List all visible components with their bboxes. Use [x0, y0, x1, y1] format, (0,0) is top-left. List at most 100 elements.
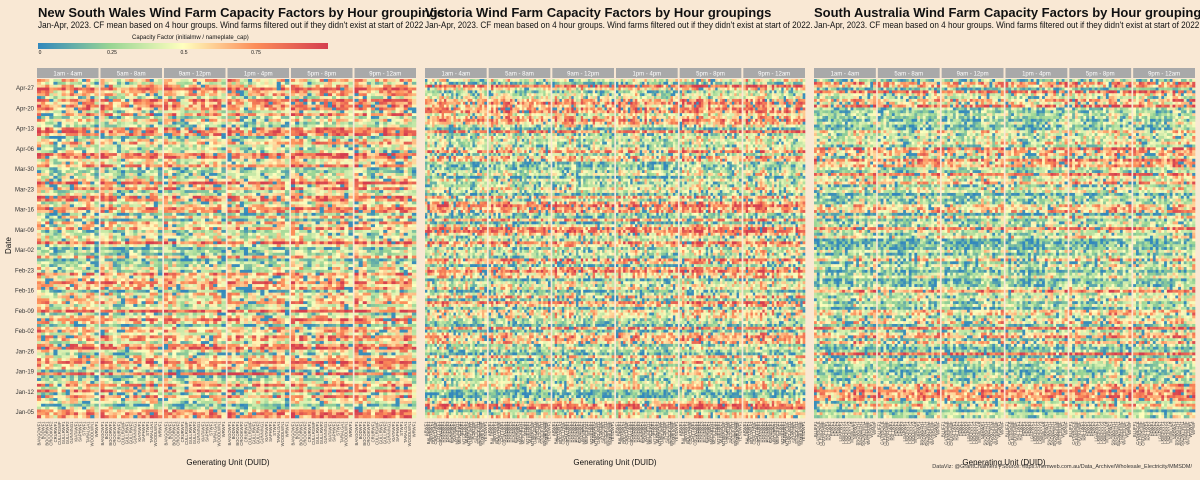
heatmap-cell [49, 119, 53, 122]
heatmap-cell [74, 125, 78, 128]
heatmap-cell [82, 298, 86, 301]
heatmap-cell [94, 273, 98, 276]
heatmap-cell [58, 338, 62, 341]
heatmap-cell [62, 378, 66, 381]
heatmap-cell [86, 147, 90, 150]
heatmap-cell [82, 293, 86, 296]
heatmap-cell [82, 290, 86, 293]
heatmap-cell [62, 170, 66, 173]
heatmap-cell [70, 310, 74, 313]
heatmap-cell [70, 341, 74, 344]
heatmap-cell [62, 344, 66, 347]
heatmap-cell [37, 355, 41, 358]
heatmap-cell [58, 190, 62, 193]
heatmap-cell [45, 190, 49, 193]
heatmap-cell [90, 125, 94, 128]
heatmap-cell [90, 298, 94, 301]
heatmap-cell [74, 335, 78, 338]
heatmap-cell [62, 102, 66, 105]
heatmap-cell [37, 147, 41, 150]
heatmap-cell [41, 335, 45, 338]
heatmap-cell [90, 133, 94, 136]
heatmap-cell [86, 330, 90, 333]
heatmap-cell [74, 110, 78, 113]
heatmap-cell [66, 390, 70, 393]
heatmap-cell [49, 270, 53, 273]
heatmap-cell [82, 216, 86, 219]
heatmap-cell [62, 213, 66, 216]
heatmap-cell [74, 164, 78, 167]
heatmap-cell [62, 301, 66, 304]
heatmap-cell [41, 159, 45, 162]
heatmap-cell [49, 344, 53, 347]
heatmap-cell [58, 387, 62, 390]
heatmap-cell [78, 284, 82, 287]
heatmap-cell [82, 247, 86, 250]
heatmap-cell [53, 247, 57, 250]
heatmap-cell [53, 196, 57, 199]
heatmap-cell [45, 142, 49, 145]
heatmap-cell [66, 395, 70, 398]
heatmap-cell [45, 147, 49, 150]
heatmap-cell [94, 390, 98, 393]
heatmap-cell [49, 236, 53, 239]
heatmap-cell [45, 310, 49, 313]
heatmap-cell [53, 392, 57, 395]
heatmap-cell [49, 372, 53, 375]
heatmap-cell [37, 133, 41, 136]
heatmap-cell [45, 105, 49, 108]
heatmap-cell [45, 164, 49, 167]
heatmap-cell [78, 230, 82, 233]
heatmap-cell [94, 119, 98, 122]
heatmap-cell [53, 287, 57, 290]
heatmap-cell [45, 304, 49, 307]
heatmap-cell [78, 370, 82, 373]
heatmap-cell [74, 344, 78, 347]
heatmap-cell [94, 315, 98, 318]
heatmap-cell [41, 139, 45, 142]
heatmap-cell [74, 176, 78, 179]
heatmap-cell [90, 142, 94, 145]
heatmap-cell [70, 162, 74, 165]
heatmap-cell [86, 395, 90, 398]
heatmap-cell [62, 239, 66, 242]
heatmap-cell [74, 153, 78, 156]
heatmap-cell [90, 93, 94, 96]
heatmap-cell [41, 147, 45, 150]
heatmap-cell [86, 153, 90, 156]
heatmap-cell [94, 173, 98, 176]
heatmap-cell [45, 210, 49, 213]
heatmap-cell [37, 202, 41, 205]
heatmap-cell [86, 244, 90, 247]
heatmap-cell [62, 387, 66, 390]
heatmap-cell [49, 227, 53, 230]
heatmap-cell [53, 301, 57, 304]
heatmap-cell [41, 79, 45, 82]
heatmap-cell [74, 90, 78, 93]
heatmap-cell [37, 193, 41, 196]
heatmap-cell [53, 116, 57, 119]
heatmap-cell [78, 270, 82, 273]
heatmap-cell [53, 219, 57, 222]
heatmap-cell [62, 264, 66, 267]
heatmap-cell [45, 307, 49, 310]
heatmap-cell [86, 338, 90, 341]
heatmap-cell [86, 139, 90, 142]
heatmap-cell [41, 313, 45, 316]
heatmap-cell [70, 136, 74, 139]
heatmap-cell [49, 241, 53, 244]
heatmap-cell [49, 127, 53, 130]
heatmap-cell [41, 250, 45, 253]
heatmap-cell [90, 164, 94, 167]
heatmap-cell [41, 290, 45, 293]
heatmap-cell [90, 122, 94, 125]
heatmap-cell [62, 390, 66, 393]
heatmap-cell [49, 347, 53, 350]
heatmap-cell [78, 281, 82, 284]
heatmap-cell [78, 110, 82, 113]
heatmap-cell [94, 164, 98, 167]
heatmap-cell [70, 199, 74, 202]
heatmap-cell [62, 105, 66, 108]
heatmap-cell [90, 273, 94, 276]
heatmap-cell [37, 196, 41, 199]
